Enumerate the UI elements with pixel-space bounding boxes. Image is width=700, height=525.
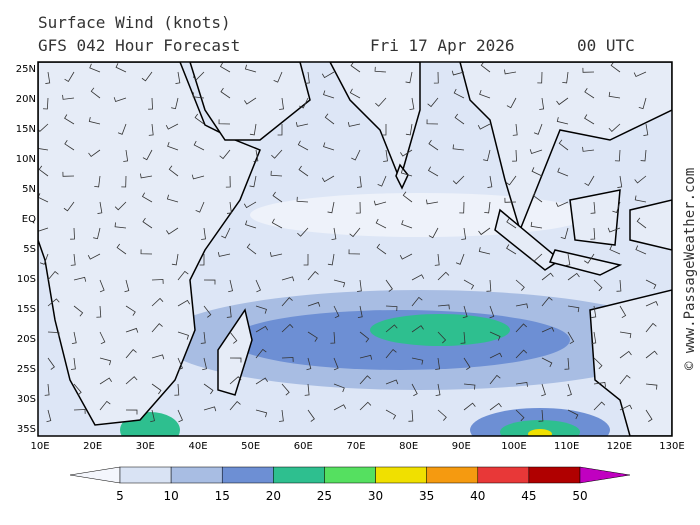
colorbar-label: 50 [572, 489, 587, 503]
lat-label: 10N [16, 154, 36, 165]
colorbar-segment [375, 466, 427, 484]
lon-label: 20E [83, 441, 102, 452]
lon-label: 80E [399, 441, 418, 452]
colorbar-label: 25 [317, 489, 332, 503]
lon-label: 40E [188, 441, 207, 452]
map [37, 61, 673, 437]
title: Surface Wind (knots) [38, 13, 231, 32]
lon-label: 10E [30, 441, 49, 452]
date: Fri 17 Apr 2026 [370, 36, 515, 55]
colorbar-label: 5 [116, 489, 124, 503]
colorbar-label: 40 [470, 489, 485, 503]
lon-label: 70E [346, 441, 365, 452]
colorbar-segment [69, 466, 121, 484]
lon-label: 50E [241, 441, 260, 452]
colorbar-segment [273, 466, 325, 484]
colorbar-segment [579, 466, 631, 484]
colorbar-segment [426, 466, 479, 484]
colorbar-segment [119, 466, 172, 484]
lat-label: 5S [23, 244, 36, 255]
credit: © www.PassageWeather.com [682, 168, 698, 370]
colorbar-segment [477, 466, 530, 484]
colorbar-segment [528, 466, 581, 484]
colorbar-label: 20 [266, 489, 281, 503]
lat-label: 25S [17, 364, 36, 375]
lat-label: 20S [17, 334, 36, 345]
lat-labels: 25N 20N 15N 10N 5N EQ 5S 10S 15S 20S 25S 30S 35S [16, 64, 36, 435]
lat-label: 5N [22, 184, 36, 195]
lon-label: 130E [659, 441, 684, 452]
colorbar-segment [324, 466, 376, 484]
colorbar-label: 45 [521, 489, 536, 503]
lon-label: 120E [607, 441, 632, 452]
lon-label: 100E [501, 441, 526, 452]
lat-label: 15N [16, 124, 36, 135]
colorbar-segment [170, 466, 223, 484]
subtitle: GFS 042 Hour Forecast [38, 36, 240, 55]
colorbar-label: 10 [163, 489, 178, 503]
lat-label: 10S [17, 274, 36, 285]
colorbar-label: 30 [368, 489, 383, 503]
lon-label: 90E [452, 441, 471, 452]
lon-labels: 10E 20E 30E 40E 50E 60E 70E 80E 90E 100E 110E 120E 1… [30, 441, 684, 452]
lon-label: 60E [294, 441, 313, 452]
lat-label: 25N [16, 64, 36, 75]
lat-label: 20N [16, 94, 36, 105]
lon-label: 30E [136, 441, 155, 452]
lon-label: 110E [554, 441, 579, 452]
lat-label: 15S [17, 304, 36, 315]
colorbar-segment [221, 466, 274, 484]
colorbar-label: 15 [215, 489, 230, 503]
time: 00 UTC [577, 36, 635, 55]
lat-label: EQ [22, 214, 36, 225]
lat-label: 30S [17, 394, 36, 405]
colorbar: 5 10 15 20 25 30 35 40 45 50 [69, 466, 631, 503]
colorbar-label: 35 [419, 489, 434, 503]
lat-label: 35S [17, 424, 36, 435]
